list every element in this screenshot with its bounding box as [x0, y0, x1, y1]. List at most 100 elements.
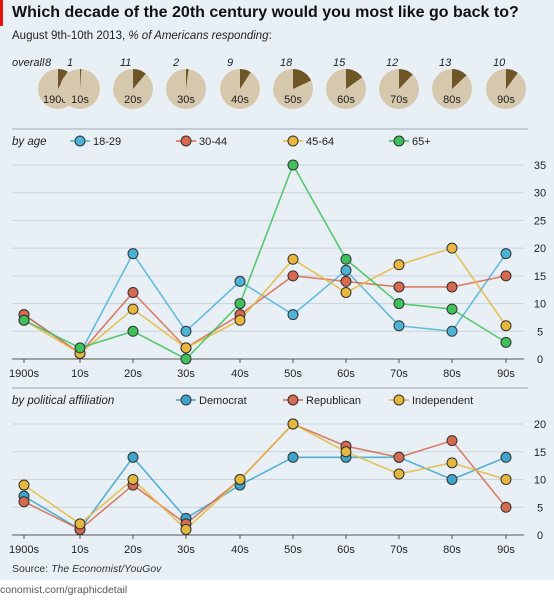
series-line-45-64: [23, 247, 507, 355]
y-tick-15: 15: [534, 271, 546, 283]
y-tick-10: 10: [534, 475, 546, 487]
point-30-44-90s: [500, 270, 512, 282]
y-tick-0: 0: [537, 354, 543, 366]
series-line-Republican: [23, 423, 507, 531]
point-45-64-60s: [340, 286, 352, 298]
footer-url: conomist.com/graphicdetail: [0, 584, 128, 596]
legend-marker-Democrat: [180, 394, 192, 406]
point-30-44-80s: [446, 281, 458, 293]
pie-value-80s: 13: [439, 57, 452, 69]
legend-marker-Independent: [393, 394, 405, 406]
point-65+-50s: [287, 159, 299, 171]
point-65+-90s: [500, 336, 512, 348]
pie-slice-50s: [293, 69, 312, 89]
point-Independent-50s: [287, 418, 299, 430]
x-tick-90s: 90s: [497, 368, 515, 380]
pie-slice-70s: [399, 69, 413, 89]
series-line-Democrat: [23, 456, 507, 531]
pie-slice-90s: [506, 69, 518, 89]
x-tick-10s: 10s: [71, 544, 89, 556]
x-tick-70s: 70s: [390, 368, 408, 380]
point-45-64-50s: [287, 253, 299, 265]
x-tick-70s: 70s: [390, 544, 408, 556]
point-65+-20s: [127, 325, 139, 337]
pie-value-1900s: 8: [45, 57, 52, 69]
source-note: Source: The Economist/YouGov: [12, 563, 161, 575]
x-tick-20s: 20s: [124, 368, 142, 380]
pie-value-20s: 11: [120, 57, 131, 69]
chart-svg: overall 8 1900s 1 10s 11 20s 2 30s 9 40s 18 50s 15 60s…: [9, 57, 546, 556]
x-tick-90s: 90s: [497, 544, 515, 556]
x-tick-60s: 60s: [337, 544, 355, 556]
point-65+-80s: [446, 303, 458, 315]
y-tick-20: 20: [534, 243, 546, 255]
pie-category-80s: 80s: [443, 94, 461, 106]
point-45-64-80s: [446, 242, 458, 254]
series-line-18-29: [23, 252, 507, 355]
legend-marker-18-29: [74, 135, 86, 147]
pie-category-70s: 70s: [390, 94, 408, 106]
subtitle-measure: % of Americans responding: [128, 30, 269, 42]
point-30-44-20s: [127, 286, 139, 298]
pie-value-10s: 1: [67, 57, 73, 69]
x-tick-40s: 40s: [231, 368, 249, 380]
x-tick-30s: 30s: [177, 544, 195, 556]
point-30-44-60s: [340, 275, 352, 287]
point-18-29-90s: [500, 248, 512, 260]
pie-category-60s: 60s: [337, 94, 355, 106]
point-Republican-80s: [446, 435, 458, 447]
point-18-29-60s: [340, 264, 352, 276]
point-Republican-90s: [500, 501, 512, 513]
point-18-29-20s: [127, 248, 139, 260]
y-tick-5: 5: [537, 502, 543, 514]
legend-marker-45-64: [287, 135, 299, 147]
point-30-44-70s: [393, 281, 405, 293]
point-18-29-50s: [287, 309, 299, 321]
point-Independent-20s: [127, 474, 139, 485]
legend-label-18-29: 18-29: [93, 136, 121, 148]
point-Independent-60s: [340, 446, 352, 458]
subtitle-end: :: [268, 30, 272, 42]
y-tick-5: 5: [537, 326, 543, 338]
source-prefix: Source:: [12, 563, 49, 575]
pie-category-20s: 20s: [124, 94, 142, 106]
y-tick-30: 30: [534, 188, 546, 200]
pie-slice-10s: [80, 69, 82, 89]
pie-slice-30s: [186, 69, 189, 89]
y-tick-20: 20: [534, 419, 546, 431]
point-45-64-90s: [500, 320, 512, 332]
y-tick-35: 35: [534, 160, 546, 172]
point-45-64-20s: [127, 303, 139, 315]
pie-slice-20s: [133, 69, 146, 89]
y-tick-10: 10: [534, 299, 546, 311]
legend-marker-65+: [393, 135, 405, 147]
subtitle-date: August 9th-10th 2013,: [12, 30, 126, 42]
y-tick-0: 0: [537, 530, 543, 542]
point-Republican-1900s: [18, 496, 30, 508]
overall-label: overall: [12, 57, 45, 69]
source-name: The Economist/YouGov: [51, 563, 162, 575]
point-18-29-40s: [234, 275, 246, 287]
x-tick-1900s: 1900s: [9, 368, 39, 380]
point-Independent-70s: [393, 468, 405, 480]
point-18-29-80s: [446, 325, 458, 337]
pie-slice-40s: [240, 69, 251, 89]
pie-value-30s: 2: [172, 57, 179, 69]
political-line-chart: by political affiliation Democrat Republic…: [9, 387, 546, 556]
legend-label-45-64: 45-64: [306, 136, 334, 148]
legend-label-Republican: Republican: [306, 395, 361, 407]
legend-label-Independent: Independent: [412, 395, 473, 407]
point-65+-30s: [180, 353, 192, 365]
pie-value-60s: 15: [333, 57, 346, 69]
overall-pie-row: overall 81900s110s1120s230s940s1850s1560s…: [12, 57, 526, 109]
point-18-29-70s: [393, 320, 405, 332]
point-45-64-40s: [234, 314, 246, 326]
x-tick-50s: 50s: [284, 544, 302, 556]
x-tick-50s: 50s: [284, 368, 302, 380]
legend-marker-30-44: [180, 135, 192, 147]
point-Democrat-80s: [446, 474, 458, 485]
series-line-30-44: [23, 275, 507, 355]
point-65+-1900s: [18, 314, 30, 326]
pie-slice-80s: [452, 69, 467, 89]
series-line-Independent: [23, 423, 507, 531]
